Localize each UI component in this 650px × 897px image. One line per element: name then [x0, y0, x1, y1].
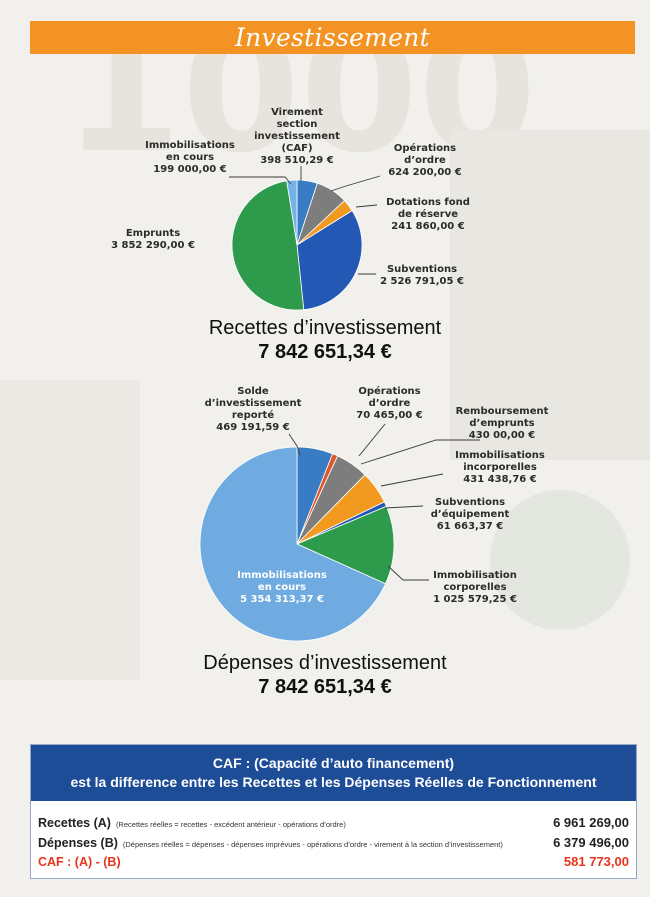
slice-name-label: Immobilisations	[237, 570, 327, 581]
depenses-leader-solde	[288, 433, 301, 456]
slice-name-label: Subventions	[434, 497, 506, 508]
recettes-slice-subventions	[296, 210, 363, 311]
caf-panel: CAF : (Capacité d’auto financement) est …	[30, 744, 637, 879]
slice-value-label: 3 852 290,00 €	[111, 240, 195, 251]
depenses-leader-ordre	[358, 423, 386, 457]
slice-name-label: en cours	[165, 152, 215, 163]
slice-name-label: Solde	[237, 386, 269, 397]
slice-value-label: 199 000,00 €	[153, 164, 227, 175]
recettes-leader-dotations	[355, 204, 378, 208]
caf-row-note: (Recettes réelles = recettes - excédent …	[115, 820, 346, 829]
caf-row-depenses: Dépenses (B) (Dépenses réelles = dépense…	[38, 835, 629, 851]
depenses-label-remboursement-d-emprunts: Remboursement d’emprunts 430 00,00 €	[442, 406, 562, 442]
slice-value-label: 624 200,00 €	[388, 167, 462, 178]
slice-name-label: d’ordre	[404, 155, 446, 166]
slice-name-label: d’emprunts	[469, 418, 535, 429]
slice-value-label: 241 860,00 €	[391, 221, 465, 232]
caf-result-key: CAF : (A) - (B)	[38, 855, 121, 869]
slice-name-label: Immobilisation	[433, 570, 517, 581]
slice-name-label: Dotations fond	[386, 197, 470, 208]
slice-value-label: 2 526 791,05 €	[380, 276, 464, 287]
recettes-leader-immobilisations	[229, 176, 292, 185]
caf-row-result: CAF : (A) - (B) 581 773,00	[38, 854, 629, 870]
depenses-slice-immobilisation-corporelles	[295, 505, 395, 585]
caf-row-value: 6 379 496,00	[553, 835, 629, 850]
depenses-leader-corporelles	[387, 565, 429, 581]
slice-name-label: section	[276, 119, 318, 130]
slice-name-label: Virement	[271, 107, 323, 118]
recettes-slice-emprunts	[231, 180, 305, 311]
slice-value-label: 431 438,76 €	[463, 474, 537, 485]
recettes-label-dotations-fond-de-reserve: Dotations fond de réserve 241 860,00 €	[378, 197, 478, 233]
slice-value-label: 469 191,59 €	[216, 422, 290, 433]
depenses-label-immobilisations-en-cours: Immobilisations en cours 5 354 313,37 €	[227, 570, 337, 606]
caf-title: CAF : (Capacité d’auto financement)	[212, 755, 455, 771]
depenses-label-immobilisations-incorporelles: Immobilisations incorporelles 431 438,76 €	[440, 450, 560, 486]
slice-name-label: investissement	[254, 131, 340, 142]
caf-row-key: Dépenses (B)	[38, 836, 118, 850]
depenses-leader-remboursement	[360, 439, 480, 465]
depenses-label-immobilisation-corporelles: Immobilisation corporelles 1 025 579,25 €	[420, 570, 530, 606]
caf-row-value: 6 961 269,00	[553, 815, 629, 830]
slice-name-label: Opérations	[358, 386, 421, 397]
recettes-label-subventions: Subventions 2 526 791,05 €	[372, 264, 472, 288]
depenses-label-operations-d-ordre: Opérations d’ordre 70 465,00 €	[342, 386, 437, 422]
depenses-slice-immobilisations-en-cours	[199, 446, 386, 642]
caf-result-value: 581 773,00	[563, 854, 629, 869]
slice-name-label: Opérations	[393, 143, 457, 154]
slice-value-label: 61 663,37 €	[436, 521, 504, 532]
slice-name-label: incorporelles	[463, 462, 537, 473]
depenses-total-label: Dépenses d’investissement	[203, 652, 447, 674]
caf-row-key: Recettes (A)	[38, 816, 111, 830]
recettes-label-operations-d-ordre: Opérations d’ordre 624 200,00 €	[380, 143, 470, 179]
caf-header: CAF : (Capacité d’auto financement) est …	[31, 745, 636, 801]
slice-value-label: 1 025 579,25 €	[433, 594, 517, 605]
slice-name-label: d’investissement	[204, 398, 302, 409]
recettes-label-virement-section-investissement-caf: Virement section investissement (CAF) 398 51…	[252, 107, 342, 167]
slice-name-label: (CAF)	[281, 143, 313, 154]
slice-name-label: Remboursement	[455, 406, 549, 417]
recettes-slice-immobilisations-en-cours	[286, 179, 298, 246]
slice-name-label: Immobilisations	[145, 140, 235, 151]
depenses-leader-subventions	[384, 505, 424, 509]
slice-name-label: Emprunts	[125, 228, 181, 239]
recettes-label-immobilisations-en-cours: Immobilisations en cours 199 000,00 €	[140, 140, 240, 176]
slice-name-label: Immobilisations	[455, 450, 545, 461]
depenses-label-subventions-d-equipement: Subventions d’équipement 61 663,37 €	[420, 497, 520, 533]
caf-subtitle: est la difference entre les Recettes et …	[70, 774, 597, 790]
slice-name-label: reporté	[231, 410, 275, 421]
slice-name-label: d’ordre	[368, 398, 411, 409]
slice-name-label: d’équipement	[430, 509, 510, 520]
caf-row-recettes: Recettes (A) (Recettes réelles = recette…	[38, 815, 629, 831]
caf-row-note: (Dépenses réelles = dépenses - dépenses …	[122, 840, 503, 849]
slice-name-label: en cours	[257, 582, 307, 593]
slice-name-label: corporelles	[443, 582, 507, 593]
depenses-leader-incorporelles	[380, 473, 444, 487]
recettes-total-value: 7 842 651,34 €	[258, 341, 392, 363]
slice-value-label: 398 510,29 €	[260, 155, 334, 166]
slice-value-label: 70 465,00 €	[356, 410, 423, 421]
slice-name-label: de réserve	[397, 209, 459, 220]
slice-name-label: Subventions	[386, 264, 458, 275]
recettes-label-emprunts: Emprunts 3 852 290,00 €	[108, 228, 198, 252]
slice-value-label: 5 354 313,37 €	[240, 594, 324, 605]
slice-value-label: 430 00,00 €	[468, 430, 536, 441]
section-title-banner: Investissement	[30, 21, 635, 54]
recettes-total-label: Recettes d’investissement	[208, 317, 442, 339]
depenses-total-value: 7 842 651,34 €	[258, 676, 392, 698]
depenses-label-solde-d-investissement-reporte: Solde d’investissement reporté 469 191,59 €	[203, 386, 303, 434]
section-title: Investissement	[234, 23, 431, 52]
recettes-leader-ordre	[330, 175, 381, 192]
